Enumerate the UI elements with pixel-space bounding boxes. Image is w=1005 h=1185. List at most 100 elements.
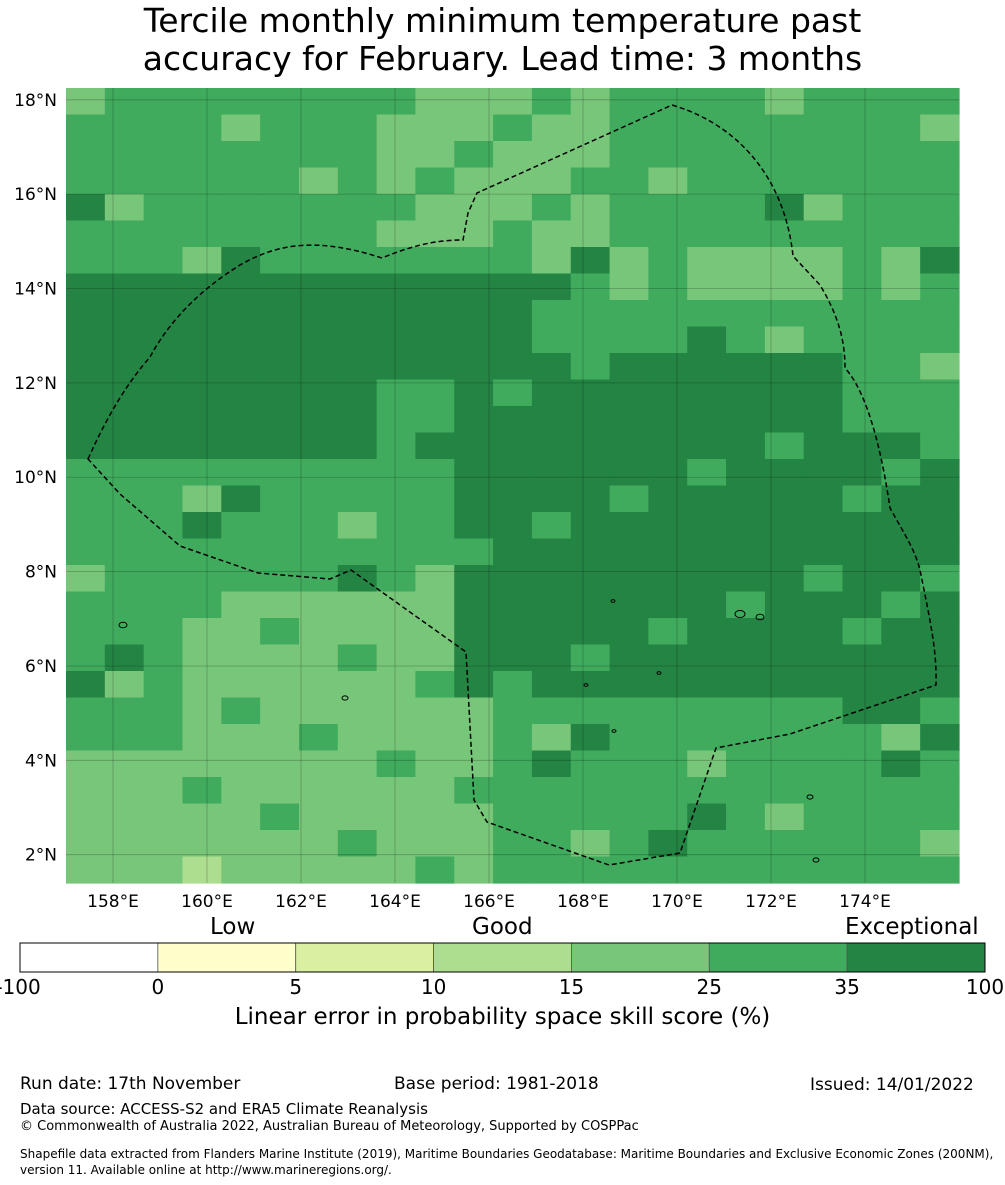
skill-cell: [182, 750, 222, 778]
skill-cell: [920, 591, 960, 619]
skill-cell: [726, 379, 766, 407]
skill-cell: [493, 167, 533, 195]
skill-cell: [570, 114, 611, 142]
skill-cell: [531, 777, 572, 805]
skill-cell: [570, 777, 611, 805]
skill-cell: [493, 724, 533, 752]
colorbar-frame: [19, 942, 986, 973]
skill-cell: [143, 167, 184, 195]
skill-cell: [648, 591, 688, 619]
skill-cell: [764, 750, 805, 778]
skill-cell: [764, 273, 805, 301]
skill-cell: [221, 485, 261, 513]
skill-cell: [454, 167, 494, 195]
skill-cell: [454, 538, 494, 566]
skill-cell: [726, 300, 766, 328]
skill-cell: [531, 724, 572, 752]
skill-cell: [298, 512, 339, 540]
skill-cell: [454, 671, 494, 699]
skill-cell: [920, 220, 960, 248]
colorbar-tick-label: 100: [966, 975, 1004, 999]
skill-cell: [764, 856, 805, 884]
skill-cell: [66, 326, 106, 354]
skill-cell: [104, 220, 145, 248]
skill-cell: [143, 618, 184, 646]
skill-cell: [143, 353, 184, 381]
skill-cell: [104, 671, 145, 699]
skill-cell: [920, 247, 960, 275]
skill-cell: [298, 353, 339, 381]
skill-cell: [415, 379, 455, 407]
skill-cell: [454, 220, 494, 248]
skill-cell: [803, 591, 844, 619]
skill-cell: [376, 432, 417, 460]
skill-cell: [920, 750, 960, 778]
skill-cell: [726, 618, 766, 646]
skill-cell: [570, 247, 611, 275]
skill-cell: [609, 591, 649, 619]
skill-cell: [376, 459, 417, 487]
skill-cell: [803, 697, 844, 725]
skill-cell: [648, 406, 688, 434]
skill-cell: [493, 750, 533, 778]
skill-cell: [609, 194, 649, 222]
skill-cell: [104, 247, 145, 275]
skill-cell: [182, 406, 222, 434]
skill-cell: [143, 247, 184, 275]
skill-cell: [803, 750, 844, 778]
skill-cell: [182, 830, 222, 858]
skill-cell: [881, 88, 921, 116]
skill-cell: [687, 194, 727, 222]
skill-cell: [376, 141, 417, 169]
skill-cell: [376, 512, 417, 540]
island: [341, 695, 349, 701]
skill-cell: [803, 353, 844, 381]
skill-cell: [881, 750, 921, 778]
skill-cell: [221, 856, 261, 884]
skill-cell: [143, 644, 184, 672]
skill-cell: [182, 459, 222, 487]
skill-cell: [881, 856, 921, 884]
skill-cell: [764, 591, 805, 619]
skill-cell: [415, 830, 455, 858]
skill-cell: [842, 141, 882, 169]
skill-cell: [687, 803, 727, 831]
skill-cell: [687, 353, 727, 381]
longitude-tick-label: 162°E: [275, 892, 327, 912]
skill-cell: [221, 803, 261, 831]
skill-cell: [764, 141, 805, 169]
skill-cell: [260, 406, 300, 434]
skill-cell: [376, 856, 417, 884]
skill-cell: [531, 114, 572, 142]
skill-cell: [260, 247, 300, 275]
skill-cell: [570, 300, 611, 328]
skill-cell: [920, 406, 960, 434]
skill-cell: [648, 618, 688, 646]
skill-cell: [260, 538, 300, 566]
skill-cell: [66, 803, 106, 831]
skill-cell: [337, 671, 378, 699]
skill-cell: [531, 671, 572, 699]
skill-cell: [376, 618, 417, 646]
skill-cell: [221, 406, 261, 434]
colorbar-tick-label: 35: [834, 975, 859, 999]
skill-cell: [298, 141, 339, 169]
skill-cell: [376, 114, 417, 142]
skill-cell: [764, 644, 805, 672]
island: [583, 683, 589, 687]
skill-cell: [920, 830, 960, 858]
skill-cell: [764, 618, 805, 646]
skill-cell: [260, 724, 300, 752]
skill-cell: [143, 750, 184, 778]
skill-cell: [570, 856, 611, 884]
skill-cell: [143, 379, 184, 407]
skill-cell: [143, 830, 184, 858]
skill-cell: [648, 88, 688, 116]
skill-cell: [687, 591, 727, 619]
skill-cell: [570, 830, 611, 858]
skill-cell: [609, 353, 649, 381]
skill-cell: [298, 114, 339, 142]
skill-cell: [687, 432, 727, 460]
skill-cell: [570, 591, 611, 619]
skill-cell: [881, 538, 921, 566]
